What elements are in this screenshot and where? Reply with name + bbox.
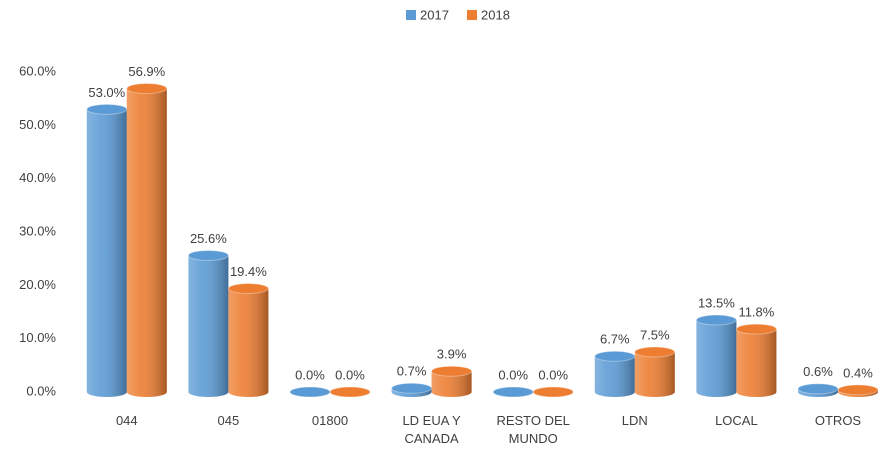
legend-swatch: [406, 10, 416, 20]
value-label: 0.6%: [803, 364, 833, 379]
value-label: 56.9%: [128, 64, 165, 79]
x-tick-label: LD EUA Y CANADA: [402, 413, 461, 446]
cylinder-top: [227, 283, 269, 295]
legend-label: 2017: [420, 7, 449, 22]
x-tick-label: LOCAL: [715, 413, 758, 428]
x-tick-label: 01800: [311, 413, 349, 428]
value-label: 0.7%: [397, 364, 427, 379]
y-tick-label: 60.0%: [19, 63, 56, 78]
y-tick-label: 40.0%: [19, 170, 56, 185]
cylinder-top: [634, 346, 676, 358]
y-tick-label: 20.0%: [19, 277, 56, 292]
bar-shade: [634, 352, 675, 392]
legend-swatch: [467, 10, 477, 20]
value-label: 0.0%: [335, 367, 365, 382]
bar-shade: [431, 371, 472, 392]
x-tick-label: LDN: [621, 413, 648, 428]
value-label: 53.0%: [88, 85, 125, 100]
cylinder-top: [735, 323, 777, 335]
cylinder-top: [391, 382, 433, 394]
legend-label: 2018: [481, 7, 510, 22]
y-tick-label: 50.0%: [19, 117, 56, 132]
cylinder-top: [329, 386, 371, 398]
value-label: 6.7%: [600, 332, 630, 347]
x-tick-label: OTROS: [814, 413, 862, 428]
bar-shade: [188, 255, 229, 392]
cylinder-top: [837, 384, 879, 396]
value-label: 25.6%: [190, 231, 227, 246]
y-tick-label: 30.0%: [19, 223, 56, 238]
value-label: 0.0%: [498, 367, 528, 382]
value-label: 0.4%: [843, 365, 873, 380]
cylinder-top: [695, 314, 737, 326]
y-tick-label: 0.0%: [26, 383, 56, 398]
value-label: 0.0%: [295, 367, 325, 382]
value-label: 13.5%: [698, 295, 735, 310]
cylinder-top: [126, 83, 168, 95]
value-label: 19.4%: [230, 264, 267, 279]
cylinder-top: [431, 365, 473, 377]
bar-shade: [696, 320, 737, 392]
x-tick-label: RESTO DEL MUNDO: [496, 413, 570, 446]
cylinder-top: [797, 383, 839, 395]
value-label: 3.9%: [437, 347, 467, 362]
y-tick-label: 10.0%: [19, 330, 56, 345]
x-tick-label: 045: [217, 413, 240, 428]
bar-shade: [228, 288, 269, 392]
bar-shade: [86, 109, 127, 392]
value-label: 7.5%: [640, 327, 670, 342]
bar-shade: [594, 356, 635, 392]
cylinder-top: [492, 386, 534, 398]
x-tick-label: 044: [115, 413, 138, 428]
cylinder-top: [187, 249, 229, 261]
cylinder-top: [289, 386, 331, 398]
bar-shade: [126, 88, 167, 393]
cylinder-top: [532, 386, 574, 398]
cylinder-top: [594, 350, 636, 362]
bar-shade: [736, 329, 777, 392]
value-label: 0.0%: [538, 367, 568, 382]
value-label: 11.8%: [738, 305, 774, 320]
cylinder-top: [86, 103, 128, 115]
